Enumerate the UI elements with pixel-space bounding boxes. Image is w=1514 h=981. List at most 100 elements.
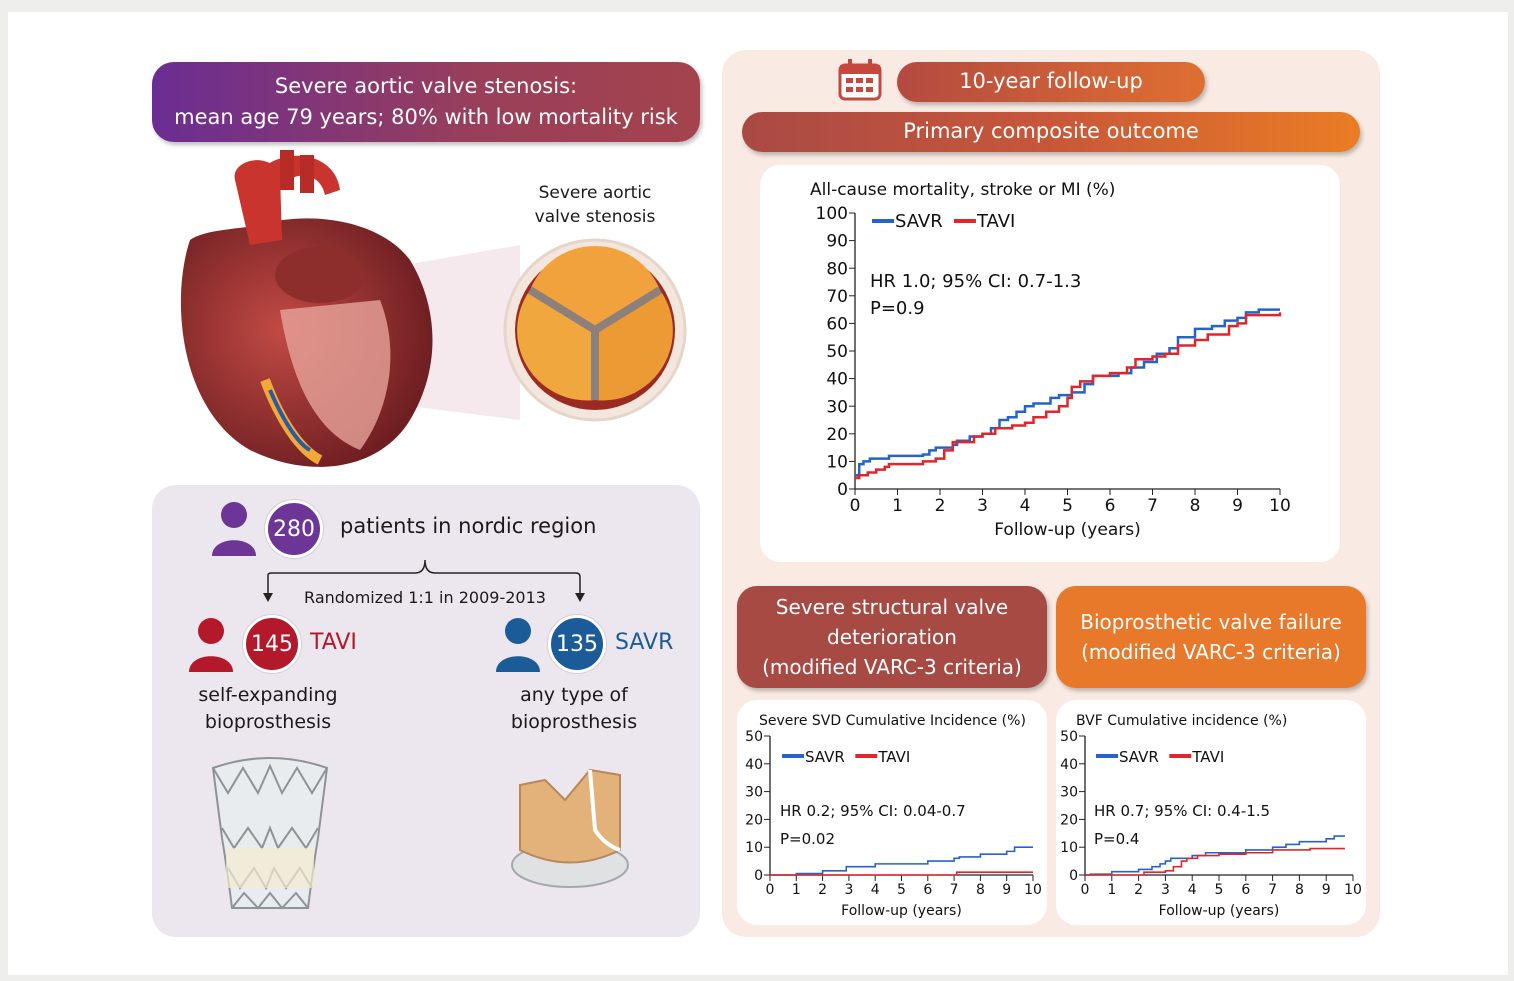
y-tick-label: 70 xyxy=(826,287,848,307)
y-tick-label: 20 xyxy=(745,812,763,828)
chart-title: BVF Cumulative incidence (%) xyxy=(1076,713,1287,729)
y-tick-label: 40 xyxy=(826,370,848,390)
x-tick-label: 4 xyxy=(1188,882,1197,898)
x-tick-label: 6 xyxy=(1241,882,1250,898)
savr-desc-line-2: bioprosthesis xyxy=(510,711,638,733)
legend-label-savr: SAVR xyxy=(805,748,845,766)
tavi-person-icon xyxy=(189,618,233,672)
banner-line-1: Severe aortic valve stenosis: xyxy=(274,74,578,98)
y-tick-label: 90 xyxy=(826,232,848,252)
x-tick-label: 7 xyxy=(1147,496,1158,516)
valve-label-line-2: valve stenosis xyxy=(534,207,656,227)
x-tick-label: 8 xyxy=(976,882,985,898)
y-tick-label: 80 xyxy=(826,259,848,279)
annotation-text: HR 0.2; 95% CI: 0.04-0.7 xyxy=(780,802,966,820)
series-line-tavi xyxy=(855,312,1282,480)
x-tick-label: 9 xyxy=(1002,882,1011,898)
y-tick-label: 0 xyxy=(1069,868,1078,884)
svd-line-2: deterioration xyxy=(827,625,957,649)
calendar-icon xyxy=(838,59,882,101)
x-tick-label: 0 xyxy=(766,882,775,898)
x-tick-label: 4 xyxy=(1020,496,1031,516)
x-tick-label: 5 xyxy=(1062,496,1073,516)
x-tick-label: 7 xyxy=(950,882,959,898)
x-tick-label: 4 xyxy=(871,882,880,898)
savr-description: any type of bioprosthesis xyxy=(494,682,654,736)
y-tick-label: 40 xyxy=(1060,757,1078,773)
x-tick-label: 0 xyxy=(850,496,861,516)
annotation-text: HR 0.7; 95% CI: 0.4-1.5 xyxy=(1094,802,1270,820)
x-tick-label: 9 xyxy=(1232,496,1243,516)
x-tick-label: 5 xyxy=(897,882,906,898)
x-tick-label: 2 xyxy=(935,496,946,516)
randomization-text: Randomized 1:1 in 2009-2013 xyxy=(304,588,546,607)
bvf-line-1: Bioprosthetic valve failure xyxy=(1080,610,1342,634)
legend-label-tavi: TAVI xyxy=(1191,748,1224,766)
svd-chart: Severe SVD Cumulative Incidence (%) 0 1 2 3 4… xyxy=(745,713,1042,919)
chart-title: All-cause mortality, stroke or MI (%) xyxy=(810,180,1115,200)
y-tick-label: 30 xyxy=(1060,785,1078,801)
x-tick-label: 3 xyxy=(844,882,853,898)
legend-label-savr: SAVR xyxy=(895,211,943,232)
svd-chart-card xyxy=(737,700,1047,925)
valve-stenosis-label: Severe aortic valve stenosis xyxy=(520,181,670,229)
x-axis-label: Follow-up (years) xyxy=(841,903,962,919)
y-tick-label: 30 xyxy=(745,785,763,801)
primary-outcome-pill: Primary composite outcome xyxy=(742,112,1360,152)
population-text: patients in nordic region xyxy=(340,514,597,538)
randomization-bracket xyxy=(263,559,585,602)
x-tick-label: 3 xyxy=(977,496,988,516)
heart-illustration xyxy=(180,150,687,467)
y-tick-label: 40 xyxy=(745,757,763,773)
y-tick-label: 20 xyxy=(826,425,848,445)
series-line-savr xyxy=(770,846,1033,876)
annotation-text: P=0.9 xyxy=(870,298,925,319)
x-tick-label: 3 xyxy=(1161,882,1170,898)
followup-pill: 10-year follow-up xyxy=(897,62,1205,102)
surgical-valve-icon xyxy=(511,768,629,888)
savr-desc-line-1: any type of xyxy=(520,684,628,706)
primary-outcome-chart: All-cause mortality, stroke or MI (%) 0 1 2… xyxy=(810,180,1291,540)
valve-label-line-1: Severe aortic xyxy=(538,183,652,203)
series-line-savr xyxy=(855,308,1280,477)
y-tick-label: 10 xyxy=(1060,840,1078,856)
y-tick-label: 60 xyxy=(826,315,848,335)
x-tick-label: 1 xyxy=(792,882,801,898)
savr-person-icon xyxy=(496,618,540,672)
x-tick-label: 5 xyxy=(1215,882,1224,898)
annotation-text: P=0.4 xyxy=(1094,830,1139,848)
bvf-chart: BVF Cumulative incidence (%) 0 1 2 3 4 5 6 7 8 9 10… xyxy=(1060,713,1362,919)
legend-label-savr: SAVR xyxy=(1119,748,1159,766)
chart-title: Severe SVD Cumulative Incidence (%) xyxy=(759,713,1026,729)
series-line-tavi xyxy=(770,871,1033,876)
x-tick-label: 7 xyxy=(1268,882,1277,898)
x-tick-label: 10 xyxy=(1269,496,1291,516)
banner-line-2: mean age 79 years; 80% with low mortalit… xyxy=(174,105,678,129)
x-tick-label: 8 xyxy=(1190,496,1201,516)
tavi-label: TAVI xyxy=(310,630,357,655)
annotation-text: HR 1.0; 95% CI: 0.7-1.3 xyxy=(870,271,1081,292)
savr-label: SAVR xyxy=(615,630,674,655)
x-tick-label: 9 xyxy=(1322,882,1331,898)
x-axis-label: Follow-up (years) xyxy=(1159,903,1280,919)
svd-outcome-box: Severe structural valve deterioration (mod… xyxy=(737,586,1047,688)
svd-line-1: Severe structural valve xyxy=(775,595,1009,619)
y-tick-label: 10 xyxy=(745,840,763,856)
legend-label-tavi: TAVI xyxy=(976,211,1015,232)
legend-label-tavi: TAVI xyxy=(877,748,910,766)
y-tick-label: 20 xyxy=(1060,812,1078,828)
series-line-savr xyxy=(1085,835,1345,876)
x-tick-label: 0 xyxy=(1081,882,1090,898)
y-tick-label: 30 xyxy=(826,397,848,417)
x-tick-label: 1 xyxy=(1107,882,1116,898)
tavi-description: self-expanding bioprosthesis xyxy=(188,682,348,736)
tavi-desc-line-1: self-expanding xyxy=(198,684,338,706)
population-banner: Severe aortic valve stenosis: mean age 7… xyxy=(152,62,700,142)
x-axis-label: Follow-up (years) xyxy=(994,520,1140,540)
x-tick-label: 8 xyxy=(1295,882,1304,898)
y-tick-label: 50 xyxy=(826,342,848,362)
x-tick-label: 1 xyxy=(892,496,903,516)
x-tick-label: 10 xyxy=(1344,882,1362,898)
total-patients-badge: 280 xyxy=(265,500,323,558)
savr-count-badge: 135 xyxy=(548,615,606,673)
